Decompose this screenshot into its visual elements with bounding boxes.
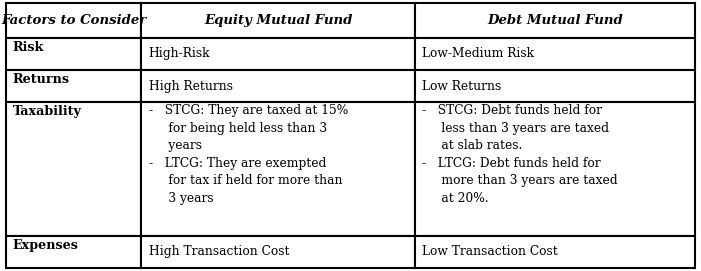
Bar [415,102,695,235]
Text: -   STCG: They are taxed at 15%
     for being held less than 3
     years
-   L: - STCG: They are taxed at 15% for being … [149,104,348,205]
Text: Risk: Risk [13,41,44,54]
Bar [415,38,695,70]
Bar [142,70,415,102]
Text: Equity Mutual Fund: Equity Mutual Fund [204,14,353,27]
Bar [142,235,415,268]
Text: Debt Mutual Fund: Debt Mutual Fund [487,14,623,27]
Bar [6,235,142,268]
Text: Taxability: Taxability [13,105,81,118]
Text: Low Transaction Cost: Low Transaction Cost [422,246,558,259]
Bar [415,70,695,102]
Text: High-Risk: High-Risk [149,47,210,60]
Bar [6,38,142,70]
Bar [142,3,415,38]
Text: High Transaction Cost: High Transaction Cost [149,246,289,259]
Bar [142,38,415,70]
Text: Expenses: Expenses [13,239,79,252]
Bar [6,3,142,38]
Text: Low-Medium Risk: Low-Medium Risk [422,47,534,60]
Text: High Returns: High Returns [149,80,233,93]
Text: Returns: Returns [13,73,69,86]
Bar [142,102,415,235]
Text: Low Returns: Low Returns [422,80,502,93]
Text: -   STCG: Debt funds held for
     less than 3 years are taxed
     at slab rate: - STCG: Debt funds held for less than 3 … [422,104,618,205]
Bar [415,3,695,38]
Bar [415,235,695,268]
Bar [6,102,142,235]
Bar [6,70,142,102]
Text: Factors to Consider: Factors to Consider [1,14,147,27]
